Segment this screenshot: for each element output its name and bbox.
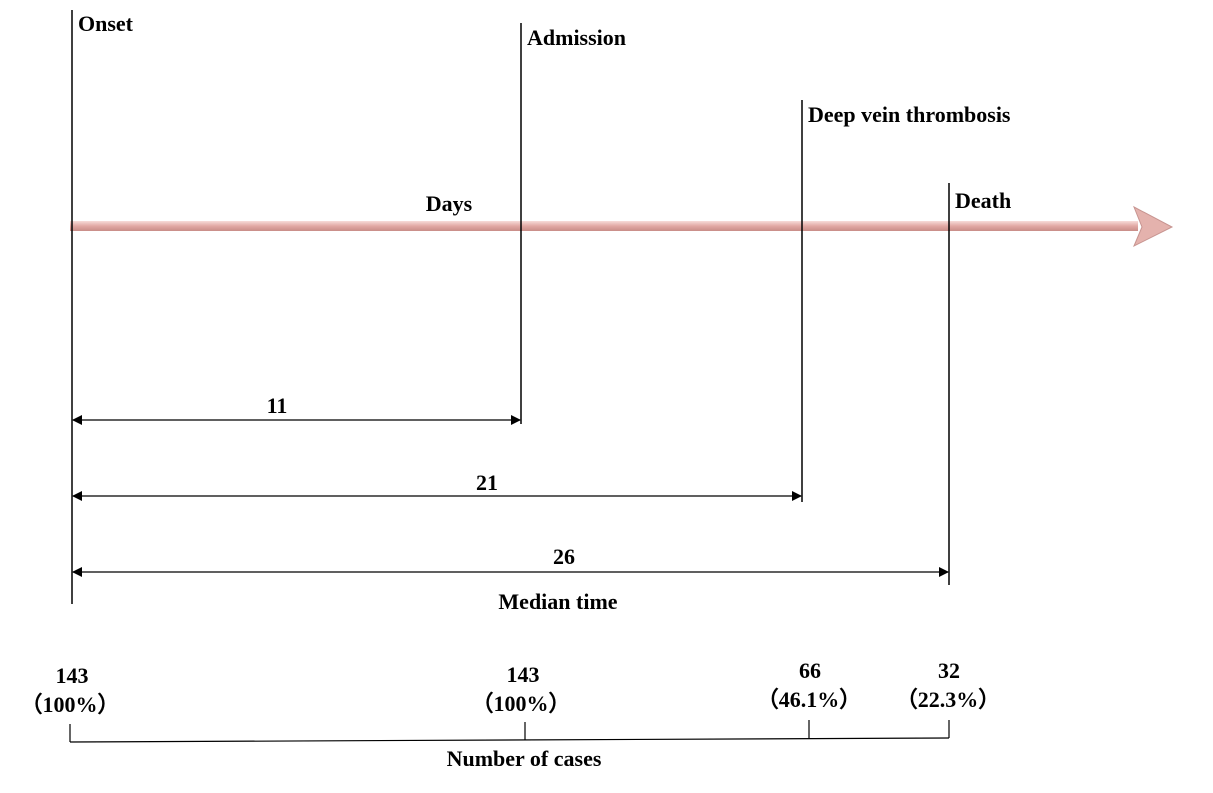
event-label-onset: Onset <box>78 11 133 36</box>
event-label-dvt: Deep vein thrombosis <box>808 102 1011 127</box>
timeline-arrow <box>70 205 1174 248</box>
case-percent-death: （22.3%） <box>895 687 1001 712</box>
cases-bracket <box>69 720 950 743</box>
case-count-dvt: 66 <box>799 658 821 683</box>
case-count-admission: 143 <box>506 662 540 687</box>
event-label-death: Death <box>955 188 1012 213</box>
median-time-title: Median time <box>498 589 618 614</box>
case-count-onset: 143 <box>55 663 89 688</box>
axis-label-days: Days <box>425 191 473 216</box>
case-percent-admission: （100%） <box>471 691 571 716</box>
case-percent-dvt: （46.1%） <box>756 687 862 712</box>
interval-value-dvt: 21 <box>476 470 498 495</box>
interval-value-death: 26 <box>553 544 575 569</box>
event-label-admission: Admission <box>527 25 627 50</box>
case-percent-onset: （100%） <box>20 692 120 717</box>
interval-value-admission: 11 <box>266 393 288 418</box>
case-count-death: 32 <box>938 658 960 683</box>
cases-title: Number of cases <box>446 746 602 771</box>
